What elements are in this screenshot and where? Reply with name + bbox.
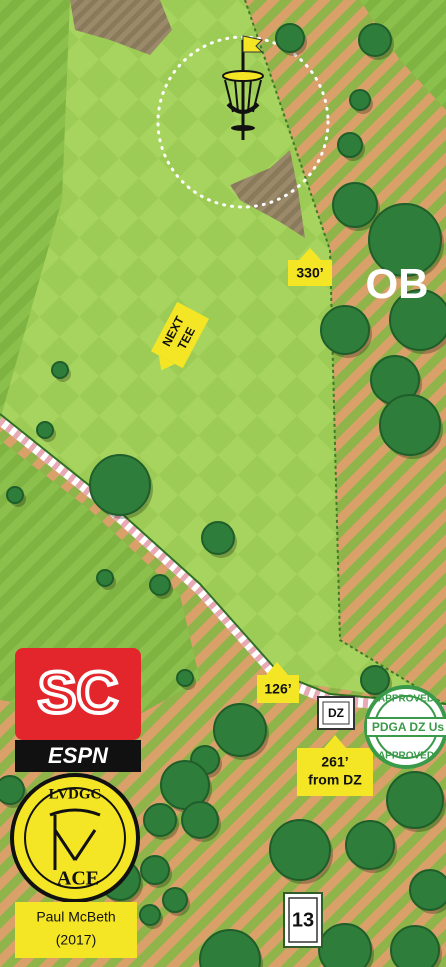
dz-note: from DZ — [308, 772, 362, 788]
tree — [90, 455, 150, 515]
dz-label: DZ — [328, 706, 344, 720]
tree — [177, 670, 193, 686]
stamp-middle: PDGA DZ Us — [372, 720, 445, 734]
tree — [97, 570, 113, 586]
stamp-top: APPROVED — [378, 694, 434, 705]
espn-brand: ESPN — [48, 743, 109, 768]
stamp-bottom: APPROVED — [378, 751, 434, 762]
tree — [319, 924, 371, 967]
tree — [380, 395, 440, 455]
approval-stamp: APPROVED PDGA DZ Us APPROVED — [366, 687, 446, 767]
sc-title: SC — [38, 660, 119, 725]
tree — [338, 133, 362, 157]
tree — [141, 856, 169, 884]
tree — [150, 575, 170, 595]
tree — [350, 90, 370, 110]
tree — [37, 422, 53, 438]
ace-club: LVDGC — [49, 786, 102, 802]
tree — [182, 802, 218, 838]
ace-logo: LVDGC ACE — [12, 775, 138, 901]
tree — [144, 804, 176, 836]
tree — [163, 888, 187, 912]
tree — [321, 306, 369, 354]
hole-sign: 13 — [284, 893, 322, 947]
tree — [387, 772, 443, 828]
tree — [202, 522, 234, 554]
hole-number: 13 — [292, 909, 314, 931]
page: OB 330’ NEXT TEE 126’ DZ 261’ from DZ AP… — [0, 0, 446, 967]
dz-distance: 261’ — [321, 754, 348, 770]
caption-line: (2017) — [56, 932, 96, 948]
tree — [359, 24, 391, 56]
tree — [276, 24, 304, 52]
caption: Paul McBeth (2017) — [15, 902, 137, 958]
tree — [410, 870, 446, 910]
tree — [0, 776, 24, 804]
tree — [52, 362, 68, 378]
tree — [214, 704, 266, 756]
tree — [361, 666, 389, 694]
tree — [333, 183, 377, 227]
ob-label: OB — [366, 260, 429, 307]
caption-line: Paul McBeth — [36, 909, 115, 925]
hole-map: OB 330’ NEXT TEE 126’ DZ 261’ from DZ AP… — [0, 0, 446, 967]
tree — [140, 905, 160, 925]
distance-label: 330’ — [296, 265, 323, 281]
sc-logo: SC ESPN — [15, 648, 141, 772]
tree — [391, 926, 439, 967]
ace-word: ACE — [57, 868, 99, 890]
tree — [346, 821, 394, 869]
tree — [270, 820, 330, 880]
distance-label: 126’ — [264, 681, 291, 697]
tree — [7, 487, 23, 503]
